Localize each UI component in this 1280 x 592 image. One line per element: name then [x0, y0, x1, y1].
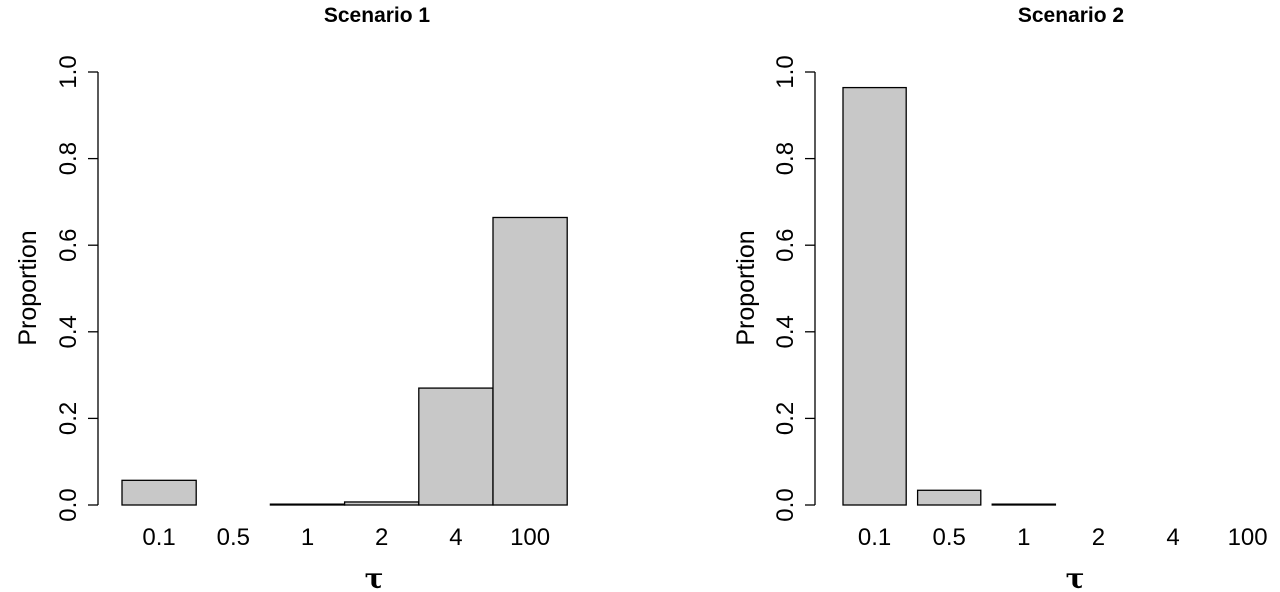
x-tick-label: 0.5: [217, 524, 250, 551]
chart-panel-scenario-2: Scenario 2 Proportion τ 0.0 0.2 0.4 0.6 0.8 1…: [732, 4, 1268, 592]
bar-0.1: [121, 479, 197, 506]
y-tick-label: 0.0: [772, 488, 799, 521]
x-tick-label: 1: [1017, 524, 1030, 551]
bar-1: [991, 503, 1057, 506]
x-axis-tick-labels: 0.1 0.5 1 2 4 100: [142, 524, 550, 551]
y-axis-ticks: 0.0 0.2 0.4 0.6 0.8 1.0: [55, 55, 98, 522]
x-axis-label: τ: [365, 562, 384, 592]
y-tick-label: 0.0: [55, 488, 82, 521]
y-tick-label: 0.4: [55, 315, 82, 348]
x-axis-label: τ: [1066, 562, 1085, 592]
y-tick-label: 1.0: [55, 55, 82, 88]
x-tick-label: 100: [510, 524, 550, 551]
x-axis-tick-labels: 0.1 0.5 1 2 4 100: [858, 524, 1268, 551]
x-tick-label: 100: [1228, 524, 1268, 551]
chart-panel-scenario-1: Scenario 1 Proportion τ 0.0 0.2 0.4 0.6 0.8 1…: [14, 4, 568, 592]
bars: [842, 86, 1057, 506]
x-tick-label: 1: [301, 524, 314, 551]
x-tick-label: 0.5: [933, 524, 966, 551]
chart-title: Scenario 1: [324, 4, 431, 27]
bar-100: [492, 216, 568, 506]
y-tick-label: 0.2: [55, 402, 82, 435]
y-tick-label: 0.4: [772, 315, 799, 348]
bar-0.5: [916, 489, 982, 506]
y-tick-label: 0.2: [772, 402, 799, 435]
y-tick-label: 0.8: [772, 142, 799, 175]
bar-4: [418, 387, 494, 506]
x-tick-label: 4: [449, 524, 462, 551]
y-tick-label: 1.0: [772, 55, 799, 88]
bar-1: [269, 503, 346, 506]
bar-2: [343, 501, 420, 506]
x-tick-label: 2: [375, 524, 388, 551]
chart-title: Scenario 2: [1018, 4, 1124, 27]
y-axis-label: Proportion: [732, 230, 760, 345]
x-tick-label: 4: [1166, 524, 1179, 551]
bar-0.1: [842, 86, 907, 506]
x-tick-label: 0.1: [858, 524, 891, 551]
y-tick-label: 0.8: [55, 142, 82, 175]
y-axis-ticks: 0.0 0.2 0.4 0.6 0.8 1.0: [772, 55, 815, 522]
y-tick-label: 0.6: [55, 229, 82, 262]
bars: [121, 216, 568, 506]
x-tick-label: 0.1: [142, 524, 175, 551]
y-tick-label: 0.6: [772, 229, 799, 262]
y-axis-label: Proportion: [14, 230, 42, 345]
x-tick-label: 2: [1092, 524, 1105, 551]
